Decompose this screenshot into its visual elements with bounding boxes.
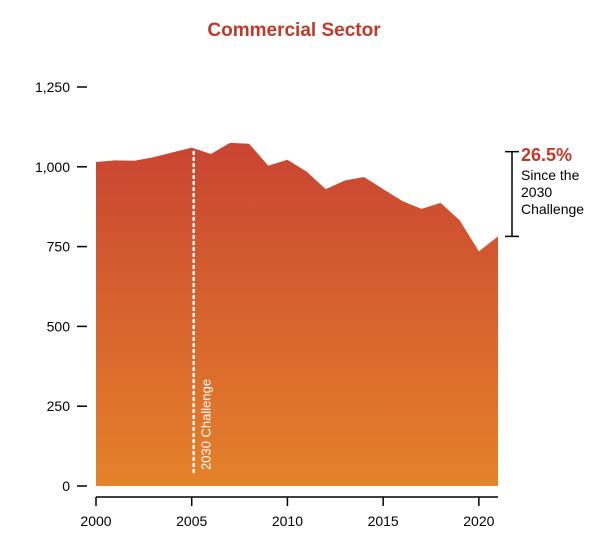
x-tick-label: 2005	[176, 513, 207, 529]
y-tick-label: 1,250	[35, 79, 70, 95]
data-point	[458, 219, 461, 222]
data-point	[363, 176, 366, 179]
annotation-text: 2030	[521, 184, 552, 200]
y-axis: 0 250 500 750 1,000 1,250	[35, 79, 87, 494]
reference-line-label: 2030 Challenge	[199, 379, 214, 470]
data-point	[114, 159, 117, 162]
y-tick-label: 500	[47, 318, 71, 334]
annotation-text: Challenge	[521, 201, 584, 217]
y-tick-label: 1,000	[35, 159, 70, 175]
y-tick-label: 0	[62, 478, 70, 494]
x-tick-label: 2000	[80, 513, 111, 529]
data-point	[95, 161, 98, 164]
data-point	[267, 164, 270, 167]
x-tick-label: 2015	[368, 513, 399, 529]
annotation-text: Since the	[521, 167, 580, 183]
data-point	[248, 142, 251, 145]
data-point	[439, 201, 442, 204]
data-point	[497, 235, 500, 238]
y-tick-label: 750	[47, 239, 71, 255]
data-point	[152, 156, 155, 159]
percent-change: 26.5%	[521, 145, 572, 165]
data-point	[324, 188, 327, 191]
x-axis: 2000 2005 2010 2015 2020	[80, 496, 498, 529]
data-point	[305, 170, 308, 173]
area-series	[96, 142, 498, 486]
data-point	[190, 146, 193, 149]
data-point	[209, 153, 212, 156]
x-tick-label: 2010	[272, 513, 303, 529]
plot-area: 2030 Challenge	[95, 141, 500, 486]
data-point	[343, 179, 346, 182]
data-point	[286, 158, 289, 161]
chart-title: Commercial Sector	[207, 20, 381, 41]
data-point	[477, 250, 480, 253]
data-point	[401, 200, 404, 203]
data-point	[229, 141, 232, 144]
x-tick-label: 2020	[463, 513, 494, 529]
data-point	[382, 188, 385, 191]
data-point	[171, 151, 174, 154]
data-point	[133, 159, 136, 162]
data-point	[420, 207, 423, 210]
y-tick-label: 250	[47, 398, 71, 414]
